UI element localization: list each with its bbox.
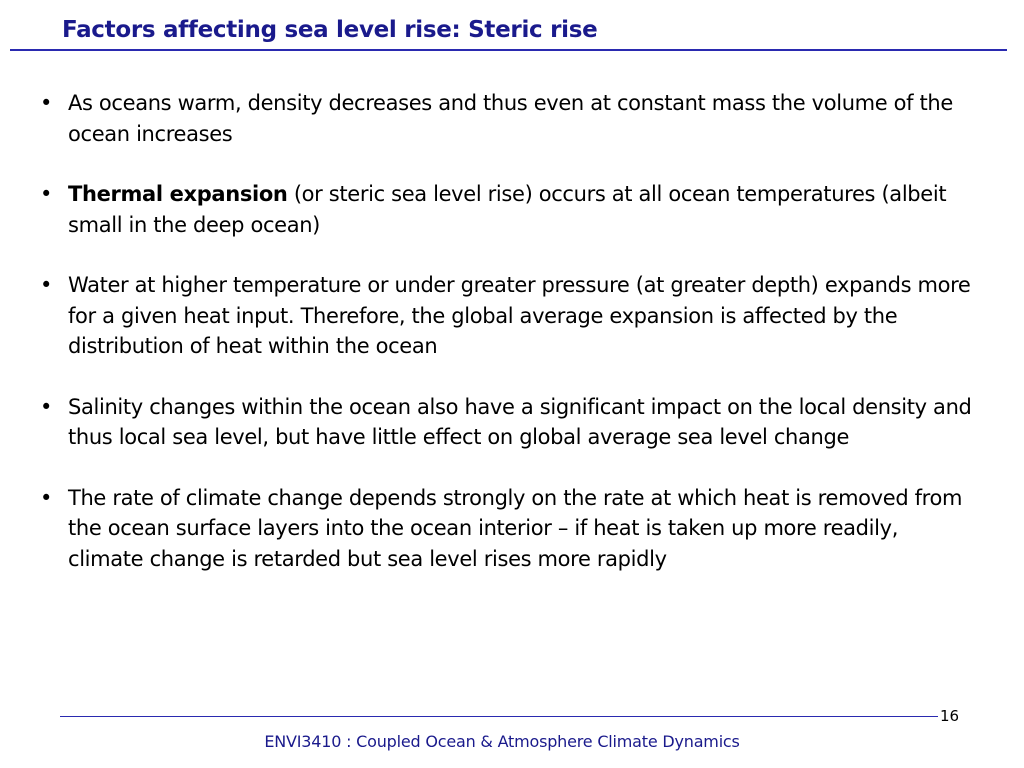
- bullet-text: Water at higher temperature or under gre…: [68, 273, 971, 358]
- bullet-dot: •: [40, 394, 53, 419]
- bullet-dot: •: [40, 91, 53, 115]
- page-number: 16: [940, 707, 960, 725]
- slide-title: Factors affecting sea level rise: Steric…: [62, 17, 598, 43]
- bullet-dot: •: [40, 485, 53, 510]
- bullet-text: The rate of climate change depends stron…: [68, 485, 963, 571]
- footer-divider: [60, 716, 938, 717]
- bullet-item: • The rate of climate change depends str…: [40, 483, 975, 575]
- bullet-item: • Thermal expansion (or steric sea level…: [40, 179, 975, 240]
- bullet-text: (or steric sea level rise) occurs at all…: [68, 182, 947, 237]
- bullet-bold-term: Thermal expansion: [68, 182, 288, 206]
- bullet-text: Salinity changes within the ocean also h…: [68, 394, 972, 450]
- bullet-text: As oceans warm, density decreases and th…: [68, 91, 953, 146]
- bullet-dot: •: [40, 273, 53, 297]
- bullet-dot: •: [40, 182, 53, 206]
- bullet-item: • Salinity changes within the ocean also…: [40, 392, 975, 453]
- title-divider: [10, 49, 1007, 51]
- bullet-list: • As oceans warm, density decreases and …: [40, 88, 975, 604]
- footer-course-title: ENVI3410 : Coupled Ocean & Atmosphere Cl…: [264, 732, 740, 751]
- bullet-item: • Water at higher temperature or under g…: [40, 270, 975, 362]
- bullet-item: • As oceans warm, density decreases and …: [40, 88, 975, 149]
